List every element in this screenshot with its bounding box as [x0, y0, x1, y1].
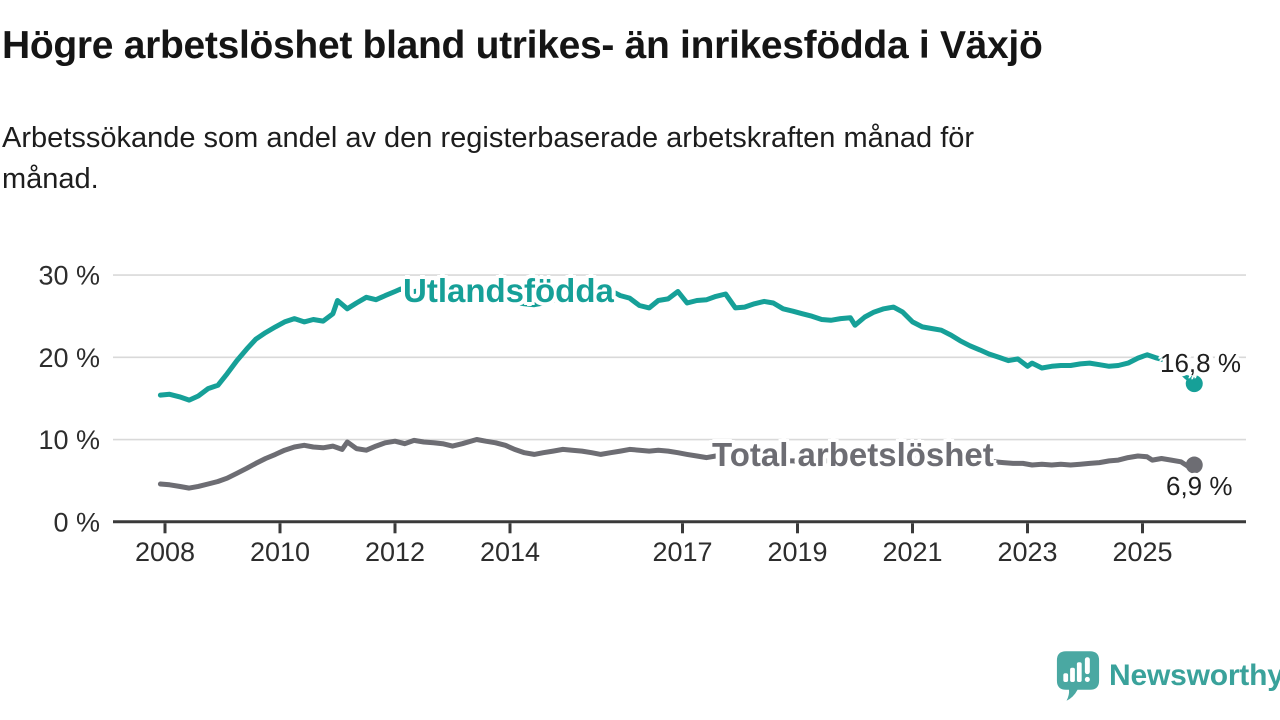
bar-small — [1063, 673, 1069, 682]
y-axis-label-30: 30 % — [38, 261, 100, 291]
x-axis-label-2014: 2014 — [480, 537, 540, 567]
exclamation-stem — [1084, 657, 1090, 675]
x-axis-label-2019: 2019 — [767, 537, 827, 567]
chart-subtitle: Arbetssökande som andel av den registerb… — [2, 118, 974, 200]
end-value-label-utlandsfodda: 16,8 % — [1160, 348, 1241, 378]
x-axis-label-2010: 2010 — [250, 537, 310, 567]
end-dot-total — [1185, 456, 1203, 474]
series-line-utlandsfodda — [157, 286, 1197, 403]
y-axis-label-10: 10 % — [38, 425, 100, 455]
x-axis-label-2017: 2017 — [652, 537, 712, 567]
x-axis-label-2008: 2008 — [135, 537, 195, 567]
newsworthy-speech-bubble-chart-icon — [1056, 651, 1100, 701]
chart-subtitle-line1: Arbetssökande som andel av den registerb… — [2, 122, 975, 154]
y-axis-label-20: 20 % — [38, 343, 100, 373]
end-value-label-total: 6,9 % — [1166, 471, 1233, 501]
bar-tall — [1076, 662, 1082, 682]
x-axis-label-2012: 2012 — [365, 537, 425, 567]
series-label-utlandsfodda: Utlandsfödda — [403, 272, 614, 309]
series-line-total — [157, 437, 1197, 491]
newsworthy-logo[interactable]: Newsworthy — [1056, 650, 1280, 702]
newsworthy-wordmark: Newsworthy — [1109, 659, 1280, 692]
x-axis-label-2021: 2021 — [882, 537, 942, 567]
end-dot-utlandsfodda — [1185, 375, 1203, 393]
x-axis-label-2025: 2025 — [1112, 537, 1172, 567]
y-axis-label-0: 0 % — [53, 507, 100, 537]
chart-subtitle-line2: månad. — [2, 163, 99, 195]
series-label-total-arbetsloshet: Total arbetslöshet — [712, 436, 994, 473]
x-axis-label-2023: 2023 — [997, 537, 1057, 567]
bar-medium — [1070, 667, 1075, 682]
exclamation-dot — [1084, 676, 1090, 682]
page-title: Högre arbetslöshet bland utrikes- än inr… — [2, 24, 1043, 67]
